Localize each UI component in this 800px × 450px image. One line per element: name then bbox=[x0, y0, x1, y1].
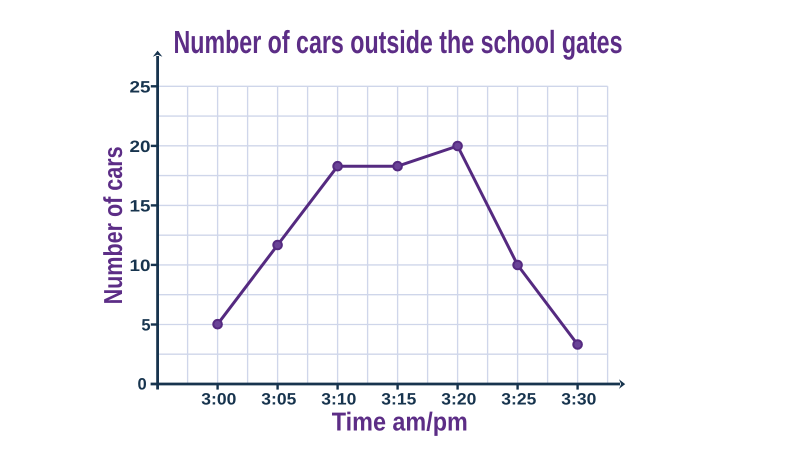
svg-text:20: 20 bbox=[130, 138, 151, 156]
svg-text:Number of cars outside the sch: Number of cars outside the school gates bbox=[174, 24, 623, 60]
svg-text:15: 15 bbox=[130, 197, 151, 215]
svg-text:3:20: 3:20 bbox=[441, 391, 476, 409]
svg-text:3:15: 3:15 bbox=[381, 391, 416, 409]
svg-text:3:25: 3:25 bbox=[501, 391, 536, 409]
svg-text:Number of cars: Number of cars bbox=[98, 146, 128, 304]
svg-text:25: 25 bbox=[130, 78, 151, 96]
svg-text:3:00: 3:00 bbox=[201, 391, 236, 409]
svg-text:3:30: 3:30 bbox=[561, 391, 596, 409]
svg-text:5: 5 bbox=[141, 317, 150, 335]
svg-text:0: 0 bbox=[138, 376, 147, 394]
svg-text:10: 10 bbox=[130, 257, 151, 275]
svg-text:3:05: 3:05 bbox=[261, 391, 296, 409]
svg-text:3:10: 3:10 bbox=[321, 391, 356, 409]
svg-text:Time am/pm: Time am/pm bbox=[332, 407, 468, 437]
